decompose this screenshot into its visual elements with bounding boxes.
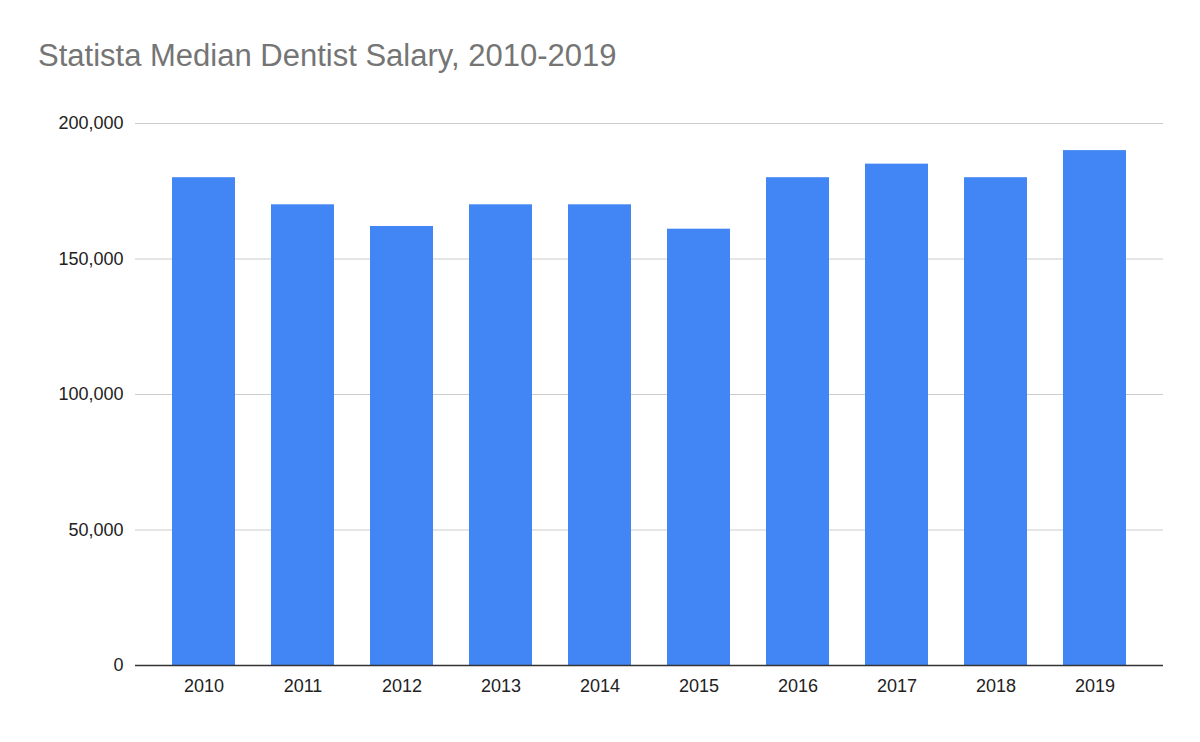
svg-text:2012: 2012	[382, 676, 422, 696]
svg-text:50,000: 50,000	[68, 520, 123, 540]
html-text:Statista Median Dentist Salary: Statista Median Dentist Salary, 2010-201…	[38, 38, 617, 73]
svg-text:2016: 2016	[778, 676, 818, 696]
svg-text:2015: 2015	[679, 676, 719, 696]
svg-text:2010: 2010	[184, 676, 224, 696]
svg-text:200,000: 200,000	[58, 113, 123, 133]
svg-text:2013: 2013	[481, 676, 521, 696]
svg-text:2019: 2019	[1075, 676, 1115, 696]
svg-text:150,000: 150,000	[58, 249, 123, 269]
svg-text:2017: 2017	[877, 676, 917, 696]
svg-text:2018: 2018	[976, 676, 1016, 696]
svg-text:2011: 2011	[284, 676, 323, 696]
svg-text:100,000: 100,000	[58, 384, 123, 404]
svg-text:0: 0	[113, 655, 123, 675]
svg-text:2014: 2014	[580, 676, 620, 696]
